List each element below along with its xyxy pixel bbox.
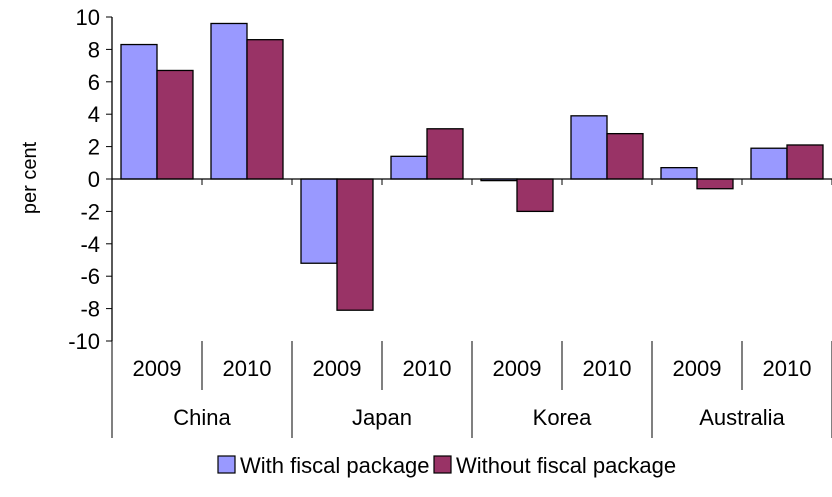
x-axis-labels: 2009 2010 China 2009 2010 Japan 2009 2010 Korea 2… — [111, 341, 832, 438]
y-axis-title: per cent — [19, 141, 41, 214]
x-year-label: 2010 — [403, 356, 452, 381]
y-axis: -10 -8 -6 -4 -2 0 2 4 6 8 10 — [68, 5, 112, 354]
bar-without-fiscal — [696, 178, 734, 190]
legend-swatch-with-fiscal — [217, 455, 236, 474]
x-group-label: Japan — [352, 405, 412, 430]
legend-swatch-without-fiscal — [433, 455, 452, 474]
x-year-label: 2010 — [223, 356, 272, 381]
y-tick-label: -10 — [68, 329, 100, 354]
bar-with-fiscal — [390, 155, 428, 180]
y-tick-label: -2 — [80, 199, 100, 224]
y-tick-label: 4 — [88, 102, 100, 127]
bar-without-fiscal — [426, 128, 464, 180]
y-tick-label: -8 — [80, 297, 100, 322]
bar-without-fiscal — [516, 178, 554, 213]
x-group-label: Korea — [533, 405, 592, 430]
x-year-label: 2010 — [763, 356, 812, 381]
y-tick-label: 10 — [76, 5, 100, 30]
bar-without-fiscal — [606, 132, 644, 180]
bar-with-fiscal — [750, 147, 788, 180]
bar-with-fiscal — [300, 178, 338, 264]
bar-with-fiscal — [570, 115, 608, 180]
bar-without-fiscal — [156, 69, 194, 180]
x-year-label: 2010 — [583, 356, 632, 381]
bar-without-fiscal — [246, 39, 284, 180]
x-group-label: Australia — [699, 405, 785, 430]
bar-with-fiscal — [660, 167, 698, 180]
x-group-label: China — [173, 405, 231, 430]
legend-label-without-fiscal: Without fiscal package — [456, 453, 676, 478]
x-year-label: 2009 — [133, 356, 182, 381]
legend-label-with-fiscal: With fiscal package — [240, 453, 430, 478]
y-tick-label: 0 — [88, 167, 100, 192]
bars-group — [120, 22, 824, 311]
y-tick-label: 8 — [88, 37, 100, 62]
y-tick-label: 6 — [88, 70, 100, 95]
bar-without-fiscal — [786, 144, 824, 180]
legend: With fiscal package Without fiscal packag… — [217, 453, 676, 478]
x-year-label: 2009 — [673, 356, 722, 381]
bar-without-fiscal — [336, 178, 374, 311]
axes-lines — [111, 17, 832, 341]
bar-with-fiscal — [210, 22, 248, 180]
x-year-label: 2009 — [493, 356, 542, 381]
y-tick-label: -6 — [80, 264, 100, 289]
bar-with-fiscal — [120, 43, 158, 180]
y-tick-label: -4 — [80, 232, 100, 257]
x-year-label: 2009 — [313, 356, 362, 381]
y-tick-label: 2 — [88, 135, 100, 160]
